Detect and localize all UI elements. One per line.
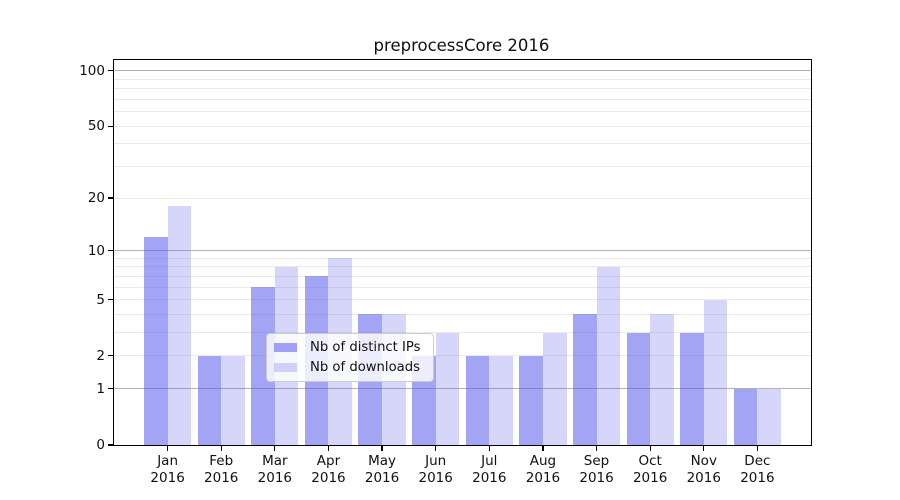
- gridline-minor-70: [114, 98, 811, 100]
- x-tick-label-sep: Sep 2016: [579, 453, 614, 486]
- y-tick-100: [107, 70, 113, 72]
- x-tick-jul: [488, 446, 490, 452]
- bar-downloads-oct: [650, 314, 674, 445]
- x-tick-label-jan: Jan 2016: [150, 453, 185, 486]
- gridline-minor-80: [114, 88, 811, 90]
- y-tick-label-100: 100: [79, 62, 105, 79]
- bar-downloads-jun: [435, 332, 460, 445]
- x-tick-label-nov: Nov 2016: [686, 453, 721, 486]
- y-tick-20: [107, 197, 113, 199]
- x-tick-jan: [167, 446, 169, 452]
- legend-label-downloads: Nb of downloads: [310, 359, 420, 375]
- gridline-minor-90: [114, 78, 811, 80]
- gridline-major-10: [114, 250, 811, 252]
- y-tick-label-20: 20: [87, 190, 105, 207]
- y-tick-label-0: 0: [96, 437, 105, 453]
- y-tick-label-10: 10: [87, 242, 105, 259]
- bar-downloads-aug: [542, 332, 567, 445]
- bar-downloads-dec: [757, 388, 781, 445]
- bar-downloads-sep: [596, 266, 621, 445]
- bar-distinct-ips-oct: [626, 332, 651, 445]
- bar-downloads-feb: [221, 355, 245, 445]
- x-tick-label-may: May 2016: [364, 453, 400, 486]
- y-tick-50: [107, 125, 113, 127]
- y-tick-10: [107, 249, 113, 252]
- legend-swatch-distinct-ips: [274, 342, 297, 353]
- gridline-minor-40: [114, 143, 811, 145]
- bar-distinct-ips-nov: [680, 332, 704, 445]
- bar-distinct-ips-dec: [733, 388, 758, 445]
- y-tick-5: [107, 299, 113, 301]
- bar-distinct-ips-feb: [197, 355, 222, 445]
- x-tick-feb: [220, 446, 222, 452]
- x-tick-label-dec: Dec 2016: [740, 453, 775, 486]
- bar-distinct-ips-jul: [465, 355, 490, 445]
- y-tick-2: [107, 355, 113, 357]
- gridline-minor-9: [114, 257, 811, 259]
- gridline-minor-6: [114, 286, 811, 288]
- bar-distinct-ips-mar: [251, 287, 275, 445]
- gridline-minor-4: [114, 313, 811, 315]
- gridline-minor-60: [114, 111, 811, 113]
- gridline-minor-2: [114, 355, 811, 357]
- legend-item-downloads: Nb of downloads: [274, 359, 421, 376]
- gridline-major-100: [114, 70, 811, 72]
- bar-distinct-ips-aug: [519, 355, 543, 445]
- bar-distinct-ips-jan: [144, 236, 168, 445]
- x-tick-aug: [542, 446, 544, 452]
- x-tick-label-jul: Jul 2016: [472, 453, 507, 486]
- y-tick-label-50: 50: [87, 118, 105, 135]
- bar-distinct-ips-sep: [572, 314, 597, 445]
- legend-label-distinct-ips: Nb of distinct IPs: [310, 339, 421, 355]
- x-tick-label-oct: Oct 2016: [632, 453, 668, 486]
- y-tick-1: [107, 388, 113, 390]
- x-tick-apr: [327, 446, 330, 452]
- gridline-minor-7: [114, 275, 811, 277]
- chart-title: preprocessCore 2016: [373, 36, 550, 55]
- legend-swatch-downloads: [274, 362, 297, 373]
- y-tick-label-1: 1: [96, 380, 105, 397]
- x-tick-may: [381, 446, 383, 452]
- gridline-minor-8: [114, 266, 811, 268]
- x-tick-label-feb: Feb 2016: [204, 453, 239, 486]
- x-tick-mar: [274, 446, 276, 452]
- bar-downloads-jan: [167, 206, 192, 445]
- x-tick-oct: [649, 446, 651, 452]
- x-tick-label-apr: Apr 2016: [311, 453, 346, 486]
- gridline-minor-30: [114, 165, 811, 167]
- gridline-minor-5: [114, 299, 811, 301]
- y-tick-label-5: 5: [96, 291, 105, 308]
- x-tick-label-aug: Aug 2016: [525, 453, 561, 486]
- x-tick-jun: [435, 446, 437, 452]
- x-tick-nov: [703, 446, 705, 452]
- gridline-minor-20: [114, 197, 811, 199]
- gridline-minor-3: [114, 332, 811, 334]
- gridline-minor-50: [114, 125, 811, 127]
- x-tick-label-jun: Jun 2016: [418, 453, 453, 486]
- legend-item-distinct-ips: Nb of distinct IPs: [274, 339, 421, 356]
- x-tick-sep: [595, 446, 598, 452]
- y-tick-0: [107, 444, 113, 446]
- bar-downloads-jul: [489, 355, 513, 445]
- x-tick-label-mar: Mar 2016: [257, 453, 293, 486]
- bar-downloads-nov: [703, 299, 728, 445]
- gridline-major-1: [114, 388, 811, 390]
- x-tick-dec: [756, 446, 758, 452]
- y-tick-label-2: 2: [96, 347, 105, 364]
- legend: Nb of distinct IPs Nb of downloads: [266, 333, 434, 382]
- plot-area: Jan 2016 Feb 2016 Mar 2016 Apr 2016 May 2016 Jun 20…: [79, 59, 812, 486]
